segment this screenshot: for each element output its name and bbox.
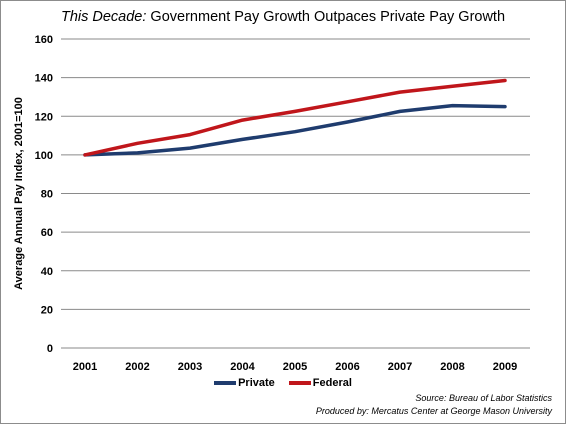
y-tick-label-160: 160 <box>35 34 53 46</box>
x-tick-label-2001: 2001 <box>73 361 97 373</box>
y-tick-label-140: 140 <box>35 73 53 85</box>
chart-title-rest: Government Pay Growth Outpaces Private P… <box>146 9 506 25</box>
y-tick-label-60: 60 <box>41 227 53 239</box>
gridlines <box>61 38 530 310</box>
source-note: Source: Bureau of Labor Statistics Produ… <box>316 392 552 418</box>
legend-label-federal: Federal <box>312 377 352 389</box>
y-tick-labels: 0 20 40 60 80 100 120 140 160 <box>35 34 53 355</box>
x-tick-labels: 2001 2002 2003 2004 2005 2006 2007 2008 2009 <box>73 361 517 373</box>
x-tick-label-2005: 2005 <box>283 361 307 373</box>
y-tick-label-20: 20 <box>41 304 53 316</box>
produced-by-line: Produced by: Mercatus Center at George M… <box>315 406 552 416</box>
y-tick-label-40: 40 <box>41 266 53 278</box>
y-axis-label: Average Annual Pay Index, 2001=100 <box>13 97 25 290</box>
y-tick-label-100: 100 <box>35 150 53 162</box>
x-tick-label-2002: 2002 <box>125 361 149 373</box>
chart-title-lead: This Decade: <box>60 9 147 25</box>
x-tick-label-2008: 2008 <box>440 361 464 373</box>
legend-item-federal: Federal <box>288 377 352 389</box>
legend-swatch-federal <box>288 381 311 385</box>
x-tick-label-2003: 2003 <box>178 361 202 373</box>
x-tick-label-2009: 2009 <box>493 361 517 373</box>
x-tick-label-2007: 2007 <box>388 361 412 373</box>
series-line-private <box>83 103 507 157</box>
y-tick-label-0: 0 <box>47 343 53 355</box>
series-line-federal <box>83 78 507 157</box>
legend: Private Federal <box>0 377 566 389</box>
legend-swatch-private <box>214 381 237 385</box>
y-tick-label-120: 120 <box>35 111 53 123</box>
legend-item-private: Private <box>214 377 275 389</box>
x-tick-label-2004: 2004 <box>230 361 255 373</box>
legend-label-private: Private <box>238 377 275 389</box>
y-tick-label-80: 80 <box>41 189 53 201</box>
source-line: Source: Bureau of Labor Statistics <box>415 393 552 403</box>
series-lines <box>83 78 507 157</box>
chart-title: This Decade: Government Pay Growth Outpa… <box>0 9 566 25</box>
x-tick-label-2006: 2006 <box>335 361 359 373</box>
